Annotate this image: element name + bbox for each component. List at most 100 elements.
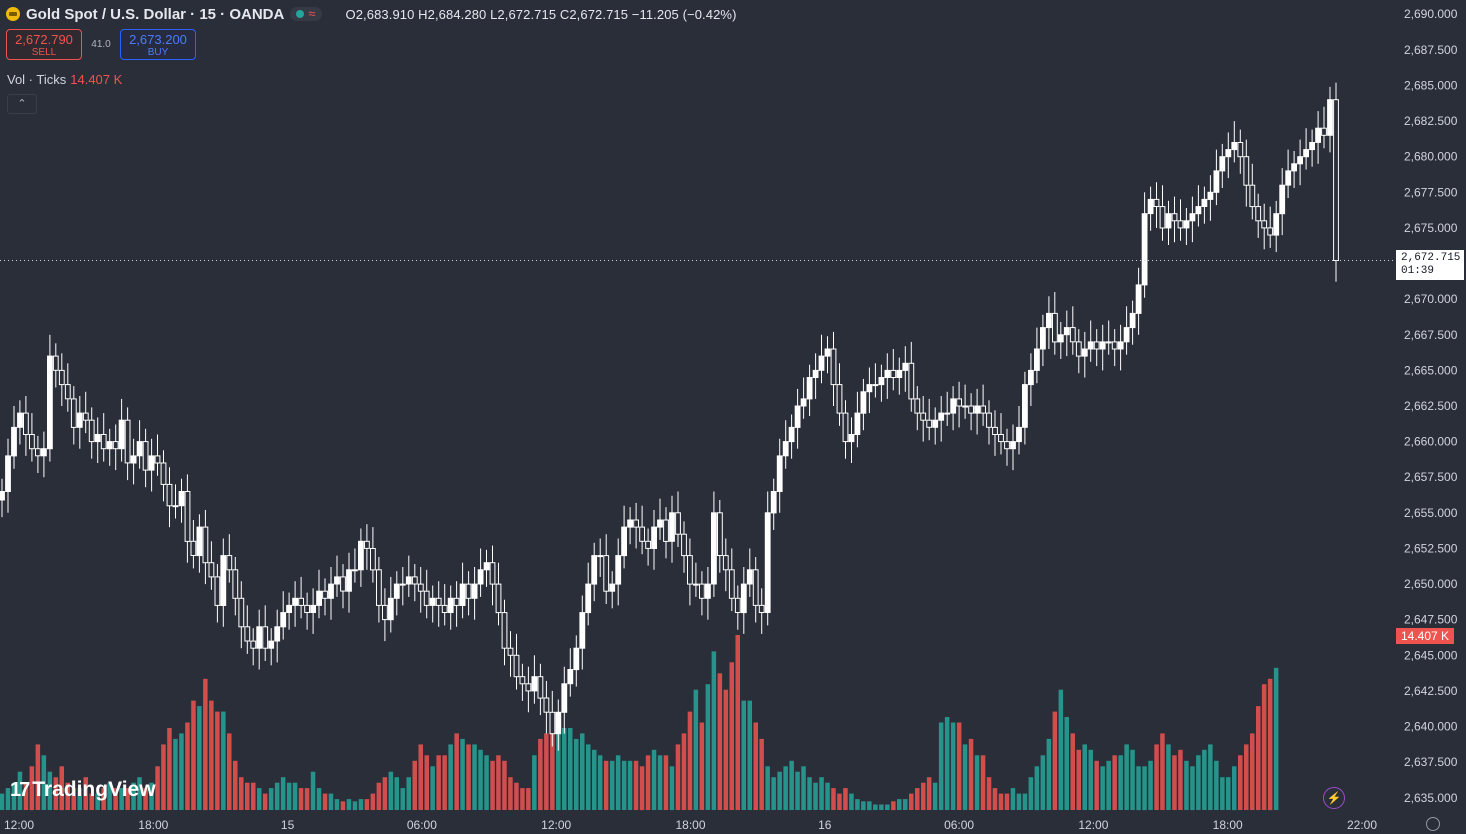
candle-body (184, 491, 191, 542)
candle-body (1034, 348, 1040, 371)
price-axis-background (1395, 0, 1466, 812)
volume-bar (221, 711, 226, 810)
candle-body (603, 555, 610, 592)
candle-body (47, 355, 53, 450)
volume-bar (400, 788, 405, 810)
volume-price-tag: 14.407 K (1396, 628, 1454, 644)
volume-bar (956, 722, 962, 810)
candle-body (681, 533, 687, 557)
candle-body (316, 590, 323, 606)
volume-bar (29, 766, 35, 811)
volume-bar (663, 755, 669, 810)
candle-body (1291, 163, 1297, 172)
volume-bar (699, 722, 705, 810)
candle-body (1333, 99, 1339, 261)
sell-button[interactable]: 2,672.790 SELL (6, 29, 82, 60)
volume-bar (155, 766, 160, 811)
volume-bar (729, 662, 734, 810)
candle-body (495, 583, 502, 614)
volume-bar (950, 722, 956, 810)
candle-body (734, 597, 741, 613)
candle-body (1219, 156, 1226, 172)
volume-bar (1196, 755, 1201, 810)
volume-bar (586, 744, 591, 810)
lightning-icon[interactable]: ⚡ (1323, 787, 1345, 809)
candle-body (172, 505, 179, 508)
candle-body (651, 526, 658, 549)
volume-bar (544, 733, 549, 810)
volume-bar (1106, 760, 1111, 810)
volume-bar (95, 793, 100, 810)
volume-bar (77, 788, 82, 810)
buy-button[interactable]: 2,673.200 BUY (120, 29, 196, 60)
volume-bar (986, 777, 992, 810)
volume-bar (310, 771, 316, 810)
y-tick-label: 2,652.500 (1404, 542, 1458, 556)
candle-body (70, 398, 77, 428)
volume-bar (723, 689, 729, 810)
candle-body (154, 455, 161, 464)
tradingview-logo[interactable]: 17 TradingView (10, 778, 156, 802)
volume-bar (855, 799, 860, 810)
volume-bar (1082, 744, 1087, 810)
candle-body (1010, 441, 1016, 450)
volume-bar (795, 771, 800, 810)
volume-bar (1226, 777, 1231, 810)
volume-bar (915, 788, 920, 810)
volume-bar (448, 744, 453, 810)
volume-bar (89, 793, 94, 810)
candle-body (160, 462, 167, 485)
y-tick-label: 2,645.000 (1404, 648, 1458, 662)
volume-bar (705, 684, 711, 810)
gear-icon[interactable] (1426, 817, 1440, 831)
candle-body (1063, 327, 1070, 336)
candle-body (848, 434, 855, 443)
volume-bar (460, 738, 465, 810)
buy-label: BUY (147, 47, 169, 58)
volume-bar (1166, 744, 1171, 810)
volume-bar (227, 733, 232, 810)
candle-body (1111, 341, 1118, 350)
x-tick-label: 06:00 (944, 818, 974, 832)
candle-body (130, 455, 137, 464)
volume-legend[interactable]: Vol · Ticks 14.407 K (7, 72, 122, 87)
volume-bar (514, 782, 519, 810)
y-tick-label: 2,660.000 (1404, 435, 1458, 449)
candle-body (88, 419, 95, 443)
candle-body (585, 583, 592, 614)
volume-bar (382, 777, 388, 810)
volume-bar (268, 788, 274, 810)
candle-body (190, 540, 197, 556)
volume-bar (526, 788, 531, 810)
x-tick-label: 18:00 (1213, 818, 1243, 832)
candle-body (956, 398, 963, 407)
candle-body (310, 604, 317, 614)
market-status-pill[interactable]: ≈ (290, 7, 322, 21)
volume-bar (1094, 760, 1099, 810)
candle-body (148, 455, 155, 471)
candle-body (525, 683, 532, 692)
y-tick-label: 2,642.500 (1404, 684, 1458, 698)
candle-body (1087, 341, 1094, 350)
sell-price: 2,672.790 (15, 32, 73, 47)
candle-body (1273, 213, 1280, 236)
candle-body (1309, 142, 1315, 151)
symbol-title[interactable]: Gold Spot / U.S. Dollar · 15 · OANDA (26, 5, 285, 23)
candle-body (1327, 99, 1333, 136)
candle-body (687, 555, 693, 585)
candle-body (208, 562, 215, 578)
volume-bar (568, 728, 573, 810)
collapse-legend-button[interactable]: ⌃ (7, 94, 37, 114)
candle-body (950, 398, 957, 414)
candle-body (483, 562, 490, 571)
candle-body (417, 583, 424, 592)
candle-body (1040, 327, 1046, 350)
volume-bar (813, 782, 818, 810)
candle-body (519, 676, 526, 685)
candle-body (286, 604, 293, 614)
candle-body (878, 377, 885, 386)
candle-body (52, 355, 59, 371)
sell-label: SELL (31, 47, 57, 58)
volume-bar (304, 788, 310, 810)
